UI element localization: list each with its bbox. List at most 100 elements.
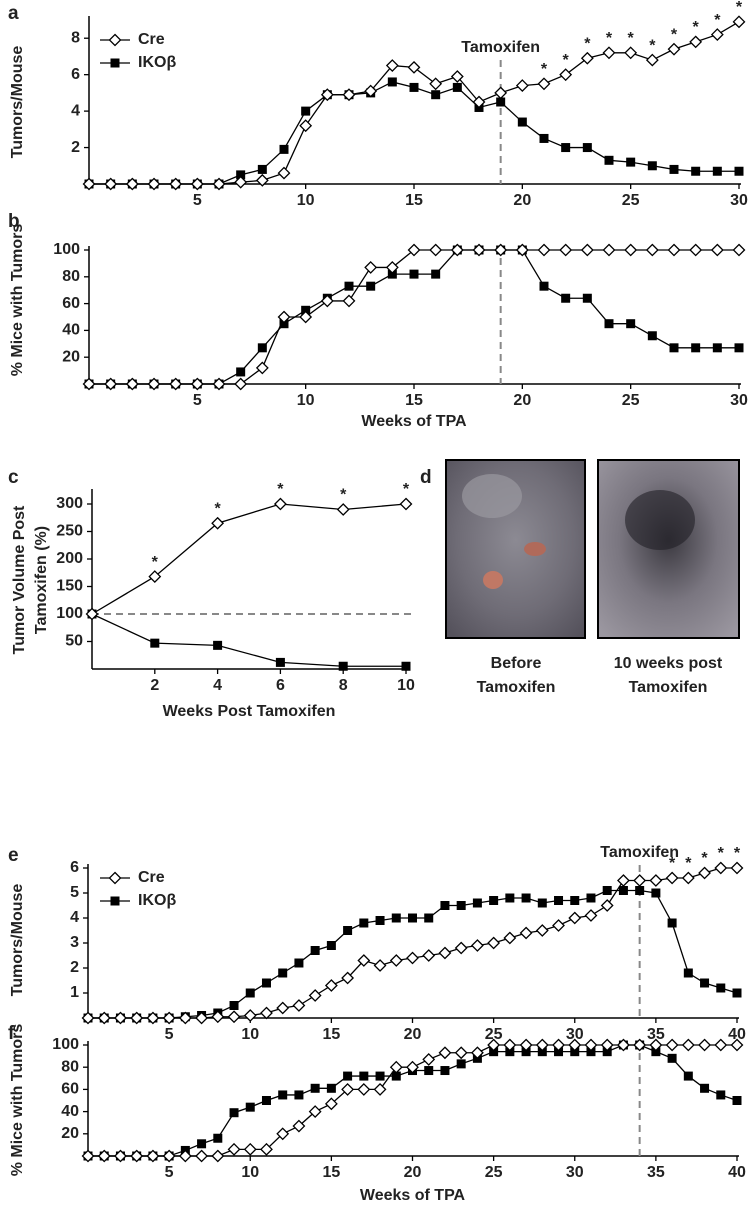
marker-diamond	[320, 294, 334, 308]
marker-diamond	[299, 119, 313, 133]
marker-square	[521, 1047, 531, 1057]
marker-diamond	[357, 1082, 371, 1096]
marker-square	[278, 1090, 288, 1100]
significance-star: *	[541, 61, 548, 78]
x-tick-label: 15	[405, 192, 423, 209]
marker-diamond	[260, 1142, 273, 1156]
marker-square	[554, 896, 564, 905]
marker-square	[424, 1066, 434, 1076]
marker-diamond	[146, 1149, 160, 1163]
marker-square	[647, 161, 657, 171]
marker-square	[326, 941, 336, 950]
marker-diamond	[429, 243, 443, 257]
marker-square	[505, 1047, 515, 1057]
marker-square	[275, 657, 285, 667]
marker-square	[257, 164, 267, 174]
marker-square	[691, 343, 701, 353]
marker-diamond	[537, 77, 551, 91]
y-tick-label: 6	[71, 66, 80, 83]
marker-diamond	[114, 1149, 127, 1163]
marker-square	[359, 918, 369, 928]
y-tick-label: 150	[56, 578, 83, 595]
marker-diamond	[519, 1038, 533, 1052]
marker-diamond	[277, 166, 291, 180]
marker-diamond	[667, 42, 681, 56]
panel-label: d	[420, 467, 432, 488]
marker-square	[229, 1108, 239, 1118]
panel-label: a	[8, 3, 19, 24]
marker-diamond	[515, 79, 529, 93]
x-tick-label: 30	[730, 392, 748, 409]
series-line	[89, 21, 740, 185]
marker-diamond	[645, 53, 659, 67]
y-axis-label: Tumors/Mouse	[9, 46, 26, 159]
marker-square	[279, 319, 289, 329]
photo-panel: d Before Tamoxifen 10 weeks post Tamoxif…	[420, 459, 740, 696]
marker-diamond	[732, 243, 746, 257]
legend-marker	[108, 871, 122, 885]
marker-diamond	[85, 607, 99, 621]
photo-detail	[462, 474, 522, 518]
x-tick-label: 5	[165, 1164, 174, 1181]
marker-square	[401, 661, 411, 671]
marker-square	[261, 1096, 271, 1105]
marker-diamond	[624, 46, 638, 60]
marker-square	[517, 117, 527, 127]
marker-square	[561, 293, 571, 303]
significance-star: *	[685, 855, 692, 872]
marker-diamond	[114, 1011, 127, 1025]
marker-square	[582, 293, 592, 303]
marker-diamond	[600, 1038, 614, 1052]
y-tick-label: 6	[70, 859, 79, 876]
y-tick-label: 100	[56, 605, 83, 622]
marker-diamond	[178, 1149, 192, 1163]
marker-diamond	[535, 924, 549, 937]
marker-diamond	[617, 874, 630, 887]
marker-diamond	[373, 1082, 387, 1096]
marker-diamond	[710, 243, 724, 257]
marker-diamond	[406, 951, 419, 965]
marker-diamond	[308, 1105, 322, 1119]
marker-diamond	[681, 1038, 695, 1052]
marker-diamond	[195, 1011, 208, 1025]
x-tick-label: 8	[339, 677, 348, 694]
marker-diamond	[472, 243, 486, 257]
marker-diamond	[665, 871, 679, 885]
marker-square	[602, 886, 612, 895]
marker-diamond	[364, 84, 378, 98]
marker-diamond	[710, 28, 724, 41]
marker-diamond	[227, 1010, 241, 1024]
significance-star: *	[403, 481, 410, 498]
marker-diamond	[211, 516, 225, 530]
marker-square	[440, 901, 450, 910]
marker-square	[700, 1083, 710, 1093]
marker-diamond	[320, 88, 334, 102]
x-tick-label: 5	[193, 192, 202, 209]
marker-diamond	[97, 1011, 111, 1025]
x-tick-label: 6	[276, 677, 285, 694]
marker-diamond	[104, 377, 118, 391]
marker-square	[409, 82, 419, 92]
x-tick-label: 15	[405, 392, 423, 409]
significance-star: *	[649, 37, 656, 54]
marker-square	[261, 978, 271, 988]
marker-square	[431, 269, 441, 279]
significance-star: *	[736, 0, 743, 16]
panel-label: c	[8, 467, 19, 488]
marker-diamond	[341, 971, 355, 985]
marker-square	[537, 1047, 547, 1057]
marker-diamond	[195, 1149, 208, 1163]
marker-diamond	[487, 1038, 501, 1052]
marker-square	[366, 281, 376, 291]
marker-square	[496, 97, 506, 107]
series-line	[91, 503, 407, 615]
marker-diamond	[399, 497, 413, 511]
y-tick-label: 80	[61, 1058, 79, 1075]
marker-diamond	[454, 941, 468, 955]
marker-diamond	[584, 909, 598, 922]
marker-diamond	[450, 70, 464, 83]
x-tick-label: 35	[647, 1164, 665, 1181]
marker-diamond	[698, 866, 711, 880]
marker-diamond	[82, 377, 96, 391]
marker-diamond	[211, 1149, 225, 1163]
